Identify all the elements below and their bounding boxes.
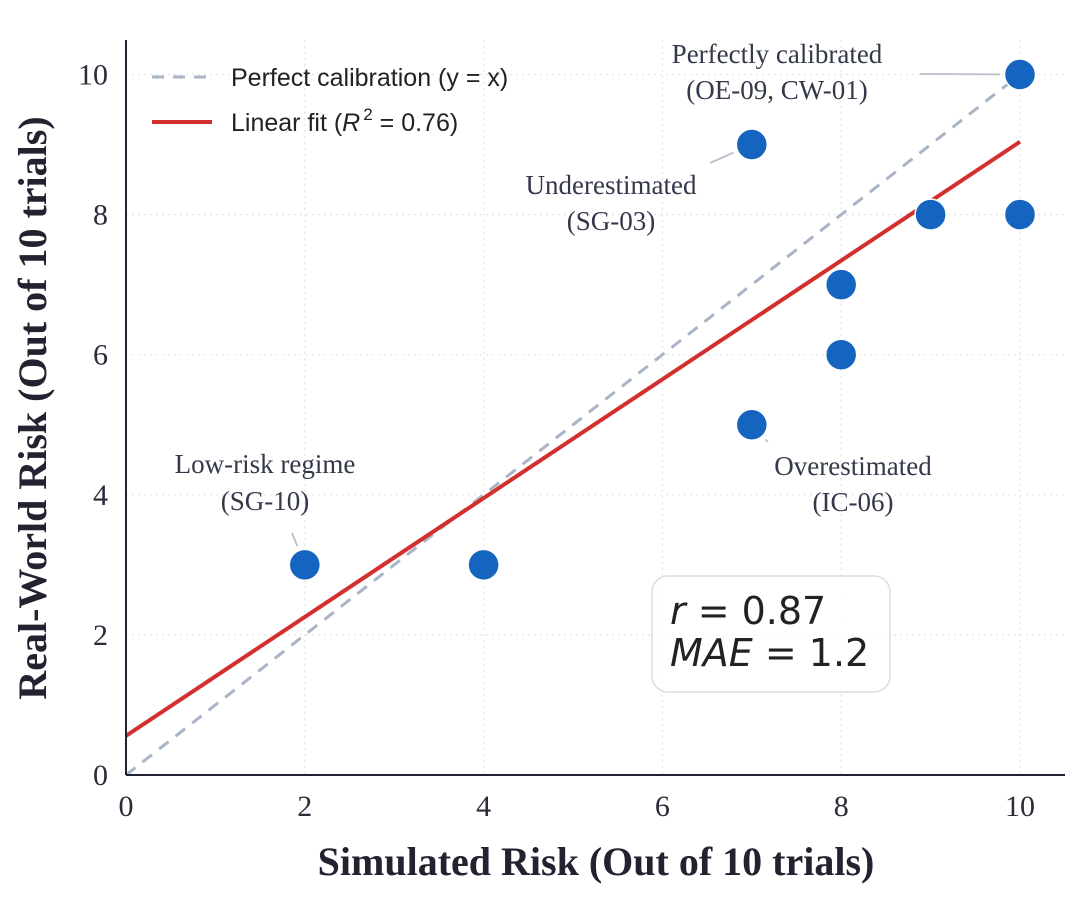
data-point <box>824 268 858 301</box>
annotation-perfectly-calibrated: Perfectly calibrated (OE-09, CW-01) <box>672 39 883 105</box>
legend: Perfect calibration (y = x) Linear fit (… <box>152 64 508 137</box>
y-tick-label: 0 <box>93 759 108 792</box>
annotation-overestimated-line2: (IC-06) <box>813 487 894 517</box>
annotation-overestimated: Overestimated (IC-06) <box>774 451 932 517</box>
legend-fit-r-symbol: R <box>342 109 360 137</box>
x-tick-label: 4 <box>476 790 491 823</box>
stats-r-value: = 0.87 <box>686 589 827 633</box>
annotation-low-risk-line2: (SG-10) <box>221 486 310 516</box>
series-lines <box>124 73 1022 777</box>
perfect-calibration-line <box>125 73 1021 777</box>
y-tick-label: 8 <box>93 199 108 232</box>
x-tick-label: 8 <box>834 790 849 823</box>
annotation-connector <box>291 532 299 547</box>
y-tick-label: 6 <box>93 339 108 372</box>
data-point <box>735 408 769 441</box>
annotation-perfectly-calibrated-line1: Perfectly calibrated <box>672 39 883 69</box>
annotation-perfectly-calibrated-line2: (OE-09, CW-01) <box>686 75 867 105</box>
y-tick-labels: 0 2 4 6 8 10 <box>78 59 108 793</box>
annotation-connector <box>764 438 769 443</box>
stats-mae-value: = 1.2 <box>753 631 869 675</box>
annotation-overestimated-line1: Overestimated <box>774 451 932 481</box>
data-point <box>735 128 769 161</box>
x-tick-labels: 0 2 4 6 8 10 <box>119 790 1036 823</box>
stats-box-frame <box>651 575 891 693</box>
annotation-low-risk-line1: Low-risk regime <box>175 449 356 479</box>
data-point <box>1003 198 1037 231</box>
y-tick-label: 4 <box>93 479 108 512</box>
x-tick-label: 0 <box>119 790 134 823</box>
annotation-connectors <box>291 73 1001 547</box>
stats-box: r = 0.87 MAE = 1.2 <box>651 575 891 693</box>
annotation-underestimated-line2: (SG-03) <box>567 206 656 236</box>
x-tick-label: 2 <box>297 790 312 823</box>
grid <box>126 40 1065 775</box>
stats-mae: MAE = 1.2 <box>670 631 869 675</box>
x-tick-label: 10 <box>1005 790 1035 823</box>
annotation-underestimated-line1: Underestimated <box>526 170 697 200</box>
data-point <box>1003 58 1037 91</box>
data-point <box>914 198 947 231</box>
data-points <box>288 58 1037 582</box>
legend-fit-exponent: 2 <box>363 105 372 124</box>
annotation-underestimated: Underestimated (SG-03) <box>526 170 697 236</box>
stats-r: r = 0.87 <box>670 589 826 633</box>
data-point <box>467 548 500 582</box>
legend-linear-fit-label: Linear fit (R 2 = 0.76) <box>231 105 458 137</box>
annotation-low-risk: Low-risk regime (SG-10) <box>175 449 356 516</box>
legend-perfect-calibration-label: Perfect calibration (y = x) <box>231 64 508 92</box>
stats-mae-symbol: MAE <box>670 631 753 675</box>
y-tick-label: 10 <box>78 59 108 92</box>
stats-r-symbol: r <box>670 589 688 633</box>
legend-fit-r2-value: = 0.76) <box>373 109 458 137</box>
data-point <box>288 548 322 582</box>
y-axis-title: Real-World Risk (Out of 10 trials) <box>10 116 55 699</box>
x-tick-label: 6 <box>655 790 670 823</box>
linear-fit-line <box>124 140 1022 738</box>
legend-fit-prefix: Linear fit ( <box>231 109 343 137</box>
y-tick-label: 2 <box>93 619 108 652</box>
x-axis-title: Simulated Risk (Out of 10 trials) <box>318 839 875 884</box>
annotation-connector <box>709 151 734 164</box>
data-point <box>824 338 858 371</box>
